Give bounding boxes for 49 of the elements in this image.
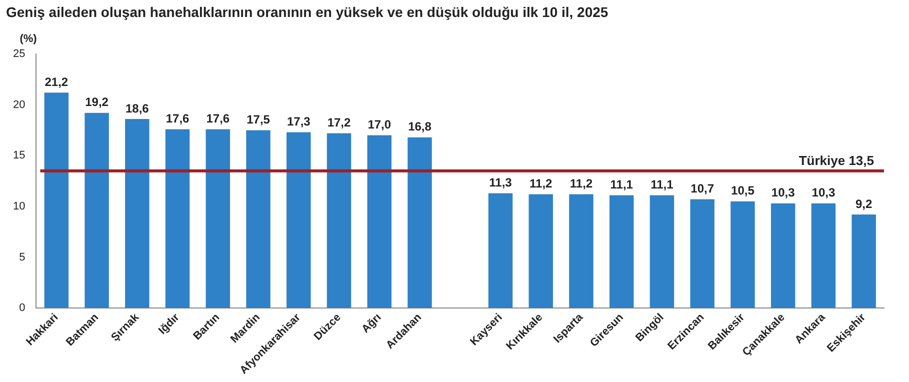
data-label: 17,6 [166,112,190,126]
data-label: 9,2 [855,196,872,211]
data-label: 11,2 [570,176,593,191]
data-label: 16,8 [408,120,432,134]
bar [852,214,876,308]
y-axis-title: (%) [20,33,38,45]
y-tick-label: 25 [12,48,26,60]
bar [84,112,109,308]
y-tick-label: 5 [19,251,26,264]
bar [528,194,553,308]
chart-title: Geniş aileden oluşan hanehalklarının oranının en yüksek ve en düşük olduğu ilk 10 il, 2025 [5,3,610,22]
bar [408,137,432,308]
data-label: 17,0 [368,118,392,132]
ref-line-label: Türkiye 13,5 [798,152,874,168]
data-label: 21,2 [44,74,68,89]
data-label: 10,3 [771,186,796,200]
data-label: 17,2 [327,116,352,130]
y-tick-label: 15 [12,150,26,162]
y-tick-label: 0 [19,302,26,314]
data-label: 11,1 [610,178,634,192]
data-label: 11,2 [530,176,553,191]
data-label: 11,1 [650,178,674,192]
bar [650,195,674,308]
data-label: 10,7 [690,182,714,196]
bar [44,92,69,308]
data-label: 10,3 [812,186,836,200]
bar [286,132,311,308]
bar [165,129,190,308]
data-label: 18,6 [125,101,150,116]
bar [609,195,634,308]
bar [690,199,714,308]
data-label: 17,6 [206,112,230,126]
bar [246,130,270,308]
bar [569,194,594,308]
y-tick-label: 10 [12,200,26,212]
data-label: 10,5 [731,184,755,198]
bar [488,193,513,308]
bar [326,133,352,308]
data-label: 17,5 [246,112,270,127]
y-tick-label: 20 [12,98,26,111]
data-label: 11,3 [489,176,512,190]
bar [125,119,150,308]
data-label: 17,3 [286,114,311,129]
bar [770,203,796,308]
data-label: 19,2 [85,95,109,110]
bar [730,201,755,308]
bar [811,203,836,308]
bar [206,129,230,308]
bar [367,135,392,308]
